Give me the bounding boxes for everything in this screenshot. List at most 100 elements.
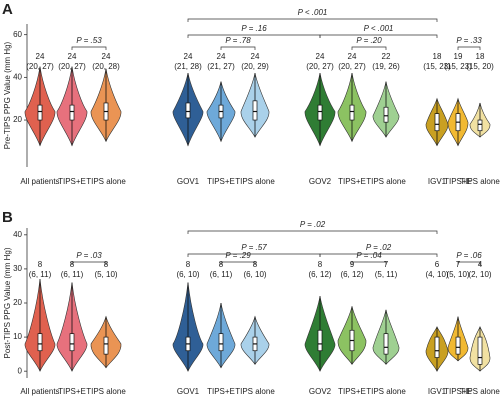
median-label: 19 bbox=[454, 52, 463, 61]
y-axis-label: Pre-TIPS PPG Value (mm Hg) bbox=[3, 41, 12, 149]
x-tick-label: TIPS alone bbox=[86, 387, 126, 396]
p-value: P = .78 bbox=[225, 36, 251, 45]
x-tick-label: TIPS alone bbox=[460, 387, 500, 396]
median-label: 24 bbox=[251, 52, 260, 61]
x-tick-label: TIPS+E bbox=[338, 177, 366, 186]
iqr-label: (19, 26) bbox=[372, 62, 400, 71]
y-tick-label: 60 bbox=[13, 30, 22, 39]
iqr-label: (21, 27) bbox=[207, 62, 235, 71]
iqr-box bbox=[455, 336, 461, 355]
iqr-label: (15, 23) bbox=[444, 62, 472, 71]
panel-label: B bbox=[2, 209, 13, 226]
comparison-bracket bbox=[457, 46, 481, 50]
median-label: 24 bbox=[316, 52, 325, 61]
iqr-label: (15, 20) bbox=[466, 62, 494, 71]
iqr-label: (20, 27) bbox=[306, 62, 334, 71]
iqr-label: (6, 11) bbox=[210, 270, 233, 279]
iqr-box bbox=[383, 106, 389, 123]
comparison-bracket bbox=[351, 46, 387, 50]
median-label: 24 bbox=[348, 52, 357, 61]
iqr-box bbox=[69, 104, 75, 121]
x-tick-label: IGV1 bbox=[428, 177, 447, 186]
comparison-bracket bbox=[457, 261, 481, 265]
median-label: 18 bbox=[476, 52, 485, 61]
iqr-label: (6, 12) bbox=[340, 270, 363, 279]
iqr-box bbox=[37, 333, 43, 352]
x-tick-label: TIPS alone bbox=[460, 177, 500, 186]
median-label: 8 bbox=[186, 260, 191, 269]
p-value: P = .53 bbox=[76, 36, 102, 45]
p-value: P = .33 bbox=[456, 36, 482, 45]
comparison-bracket bbox=[187, 230, 438, 234]
iqr-box bbox=[434, 113, 440, 132]
panel-label: A bbox=[2, 1, 13, 18]
x-tick-label: All patients bbox=[20, 177, 59, 186]
x-tick-label: TIPS+E bbox=[58, 387, 86, 396]
x-tick-label: All patients bbox=[20, 387, 59, 396]
iqr-label: (20, 28) bbox=[92, 62, 120, 71]
median-label: 24 bbox=[102, 52, 111, 61]
comparison-bracket bbox=[71, 46, 107, 50]
p-value: P = .02 bbox=[366, 243, 392, 252]
iqr-box bbox=[349, 104, 355, 121]
median-label: 6 bbox=[435, 260, 440, 269]
iqr-box bbox=[477, 336, 483, 365]
comparison-bracket bbox=[71, 261, 107, 265]
y-tick-label: 10 bbox=[13, 332, 22, 341]
iqr-label: (6, 10) bbox=[243, 270, 266, 279]
iqr-label: (20, 27) bbox=[58, 62, 86, 71]
x-tick-label: TIPS alone bbox=[86, 177, 126, 186]
comparison-bracket bbox=[220, 261, 256, 265]
x-tick-label: TIPS alone bbox=[366, 387, 406, 396]
median-label: 24 bbox=[36, 52, 45, 61]
iqr-box bbox=[317, 104, 323, 121]
p-value: P = .04 bbox=[356, 251, 382, 260]
x-tick-label: TIPS alone bbox=[235, 177, 275, 186]
p-value: P = .06 bbox=[456, 251, 482, 260]
iqr-box bbox=[252, 100, 258, 121]
iqr-box bbox=[383, 333, 389, 355]
iqr-box bbox=[69, 333, 75, 352]
iqr-box bbox=[185, 102, 191, 119]
iqr-box bbox=[218, 333, 224, 352]
iqr-label: (15, 23) bbox=[423, 62, 451, 71]
iqr-label: (6, 11) bbox=[29, 270, 52, 279]
x-tick-label: GOV1 bbox=[177, 387, 200, 396]
iqr-box bbox=[103, 336, 109, 355]
median-label: 24 bbox=[68, 52, 77, 61]
comparison-bracket bbox=[187, 253, 321, 257]
iqr-label: (4, 10) bbox=[425, 270, 448, 279]
p-value: P < .001 bbox=[364, 24, 394, 33]
x-tick-label: GOV2 bbox=[309, 387, 332, 396]
iqr-box bbox=[434, 336, 440, 358]
p-value: P = .16 bbox=[241, 24, 267, 33]
iqr-label: (6, 10) bbox=[176, 270, 199, 279]
x-tick-label: TIPS+E bbox=[444, 177, 472, 186]
comparison-bracket bbox=[319, 34, 438, 38]
comparison-bracket bbox=[220, 46, 256, 50]
median-label: 8 bbox=[318, 260, 323, 269]
x-tick-label: TIPS+E bbox=[207, 387, 235, 396]
iqr-box bbox=[477, 119, 483, 132]
iqr-label: (6, 12) bbox=[308, 270, 331, 279]
iqr-box bbox=[37, 104, 43, 121]
y-tick-label: 30 bbox=[13, 264, 22, 273]
median-label: 22 bbox=[382, 52, 391, 61]
y-tick-label: 40 bbox=[13, 72, 22, 81]
iqr-label: (20, 27) bbox=[26, 62, 54, 71]
x-tick-label: GOV2 bbox=[309, 177, 332, 186]
x-tick-label: GOV1 bbox=[177, 177, 200, 186]
p-value: P = .03 bbox=[76, 251, 102, 260]
iqr-label: (2, 10) bbox=[468, 270, 491, 279]
iqr-label: (20, 29) bbox=[241, 62, 269, 71]
comparison-bracket bbox=[187, 18, 438, 22]
median-label: 8 bbox=[38, 260, 43, 269]
y-axis-label: Post-TIPS PPG Value (mm Hg) bbox=[3, 247, 12, 358]
median-label: 24 bbox=[217, 52, 226, 61]
median-label: 24 bbox=[184, 52, 193, 61]
iqr-label: (21, 28) bbox=[174, 62, 202, 71]
comparison-bracket bbox=[187, 34, 321, 38]
x-tick-label: TIPS+E bbox=[338, 387, 366, 396]
x-tick-label: TIPS+E bbox=[207, 177, 235, 186]
iqr-label: (5, 10) bbox=[94, 270, 117, 279]
